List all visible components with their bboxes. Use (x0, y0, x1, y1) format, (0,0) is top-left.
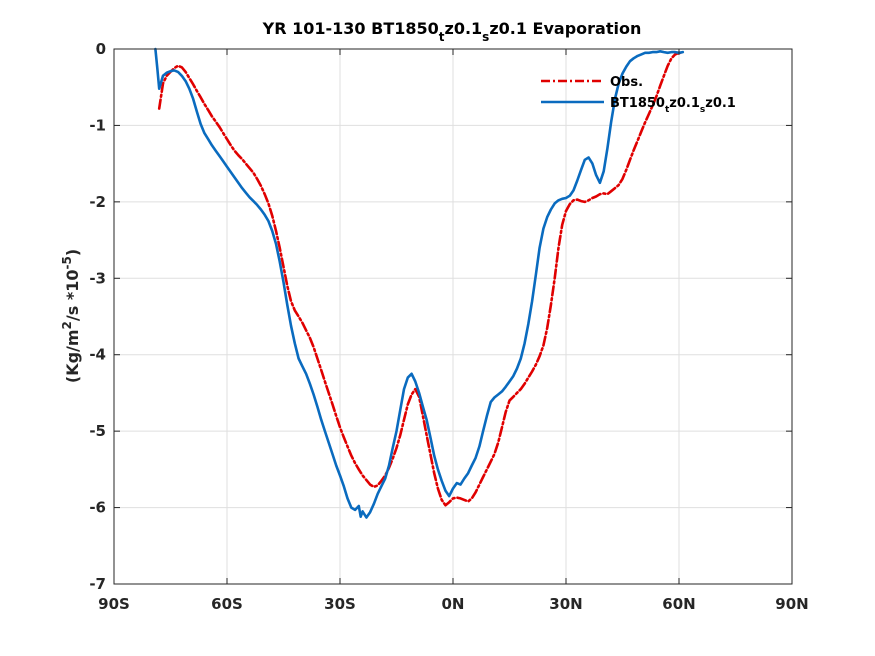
y-tick-label: 0 (96, 40, 106, 58)
y-tick-label: -5 (89, 422, 106, 440)
x-tick-label: 30S (324, 595, 356, 613)
text-part: z0.1 Evaporation (489, 19, 641, 38)
text-part: z0.1 (705, 96, 736, 111)
y-tick-label: -3 (89, 269, 106, 287)
x-tick-label: 60S (211, 595, 243, 613)
y-tick-labels: 0 -1 -2 -3 -4 -5 -6 -7 (89, 40, 106, 593)
series-line-1 (157, 51, 685, 507)
text-part: z0.1 (445, 19, 483, 38)
y-axis-label: (Kg/m2/s *10-5) (60, 249, 82, 383)
x-tick-labels: 90S 60S 30S 0N 30N 60N 90N (98, 595, 809, 613)
text-part: s (700, 105, 705, 115)
text-part: z0.1 (669, 96, 700, 111)
text-part: s (482, 30, 489, 44)
x-tick-label: 60N (662, 595, 695, 613)
x-tick-label: 90S (98, 595, 130, 613)
series-layer (154, 47, 685, 519)
axis-ticks (113, 48, 793, 585)
series-line-2 (154, 47, 685, 519)
text-part: YR 101-130 BT1850 (262, 19, 439, 38)
chart-title: YR 101-130 BT1850tz0.1sz0.1 Evaporation (262, 19, 642, 44)
legend-label-1: Obs. (610, 75, 643, 90)
text-part: Obs. (610, 75, 643, 90)
x-tick-label: 30N (549, 595, 582, 613)
text-part: t (665, 105, 670, 115)
text-part: /s *10 (63, 270, 82, 322)
y-tick-label: -7 (89, 575, 106, 593)
text-part: t (439, 30, 445, 44)
grid-lines (114, 49, 792, 584)
text-part: 2 (60, 321, 74, 329)
y-tick-label: -4 (89, 346, 106, 364)
legend: Obs.BT1850tz0.1sz0.1 (541, 75, 736, 115)
y-tick-label: -2 (89, 193, 106, 211)
legend-label-2: BT1850tz0.1sz0.1 (610, 96, 736, 115)
text-part: ) (63, 249, 82, 256)
y-tick-label: -1 (89, 116, 106, 134)
text-part: (Kg/m (63, 329, 82, 383)
x-tick-label: 90N (775, 595, 808, 613)
text-part: BT1850 (610, 96, 665, 111)
text-part: -5 (60, 256, 74, 269)
y-tick-label: -6 (89, 499, 106, 517)
x-tick-label: 0N (442, 595, 465, 613)
